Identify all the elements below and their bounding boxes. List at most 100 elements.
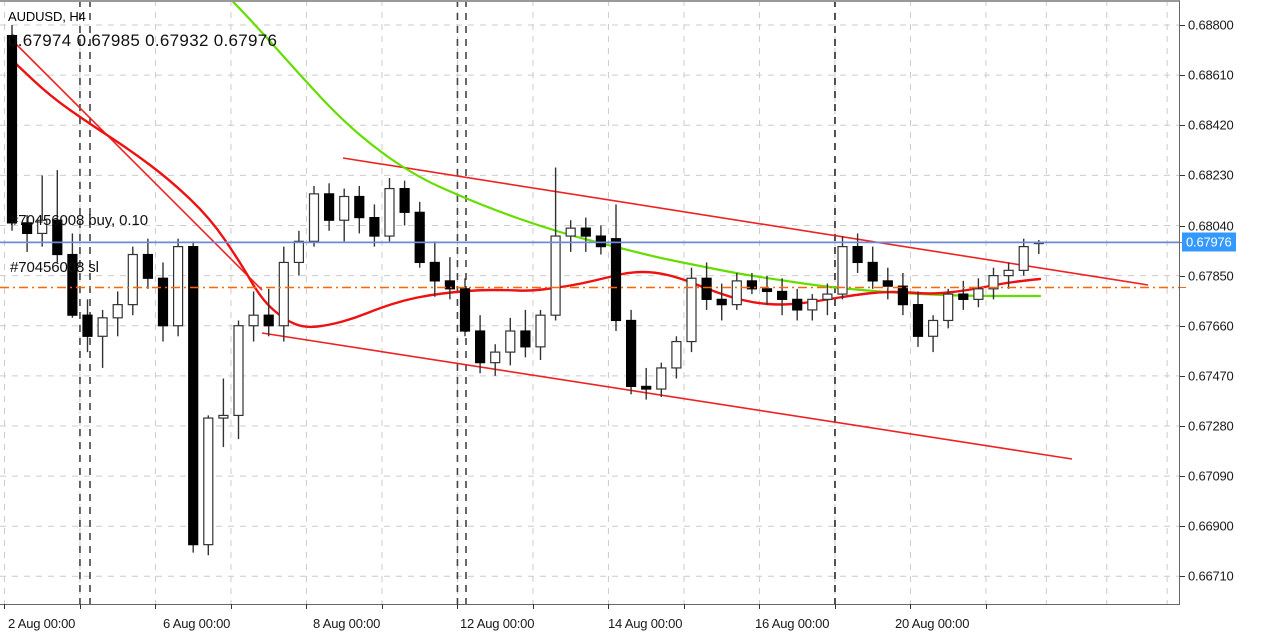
candlestick xyxy=(595,225,607,255)
candle-body-bullish xyxy=(203,417,214,546)
candlestick xyxy=(369,204,380,247)
candle-body-bearish xyxy=(354,195,365,219)
candle-body-bullish xyxy=(988,275,999,290)
candlestick xyxy=(308,185,320,247)
candlestick xyxy=(550,167,561,321)
candlestick xyxy=(822,283,833,316)
candle-body-bearish xyxy=(399,187,410,213)
price-tick-mark xyxy=(1180,275,1185,277)
price-tick-mark xyxy=(1180,25,1185,27)
time-tick-mark xyxy=(381,604,383,609)
price-tick-label: 0.67090 xyxy=(1188,468,1234,484)
candle-body-bullish xyxy=(837,246,848,295)
candle-body-bullish xyxy=(308,193,320,242)
current-price-badge[interactable]: 0.67976 xyxy=(1182,232,1236,252)
trade-entry-label[interactable]: #70456008 buy, 0.10 xyxy=(10,212,148,229)
time-tick-mark xyxy=(985,604,987,609)
candle-body-bearish xyxy=(882,280,893,287)
ohlc-quote-line: 0.67974 0.67985 0.67932 0.67976 xyxy=(8,31,278,50)
candle-body-bullish xyxy=(822,293,833,300)
candle-body-bearish xyxy=(429,261,440,282)
candlestick xyxy=(82,299,93,353)
price-tick-mark xyxy=(1180,125,1185,127)
candlestick xyxy=(263,288,274,337)
candle-body-bearish xyxy=(897,285,909,306)
candlestick xyxy=(565,220,576,252)
price-tick-mark xyxy=(1180,175,1185,177)
candle-body-bullish xyxy=(1003,269,1014,277)
chart-canvas xyxy=(0,0,1180,604)
trendline-upper-wedge[interactable] xyxy=(342,157,1149,286)
candle-body-bearish xyxy=(746,280,758,290)
candle-body-bearish xyxy=(776,290,788,300)
candle-body-bearish xyxy=(6,35,18,224)
candlestick xyxy=(882,267,893,300)
candlestick xyxy=(37,175,48,247)
candlestick xyxy=(429,241,440,297)
time-axis[interactable]: 2 Aug 00:00 6 Aug 00:00 8 Aug 00:00 12 Aug … xyxy=(0,604,1280,640)
candlestick xyxy=(339,188,350,242)
time-tick-mark xyxy=(4,604,6,609)
candle-body-bearish xyxy=(324,193,335,221)
candle-body-bearish xyxy=(52,219,63,256)
candle-body-bearish xyxy=(792,298,803,311)
trade-stoploss-label[interactable]: #70456008 sl xyxy=(10,259,99,276)
candlestick xyxy=(912,291,924,347)
price-tick-mark xyxy=(1180,325,1185,327)
time-axis-label: 16 Aug 00:00 xyxy=(755,616,830,631)
candlestick xyxy=(248,291,259,342)
candle-body-bearish xyxy=(912,304,924,337)
price-axis[interactable]: 0.68800 0.68610 0.68420 0.68230 0.68040 0.678… xyxy=(1180,0,1280,604)
candle-body-bullish xyxy=(490,351,501,364)
candlestick xyxy=(852,233,863,273)
candlestick xyxy=(67,233,78,318)
candlestick xyxy=(761,275,773,305)
candlestick xyxy=(399,180,410,226)
candle-body-bearish xyxy=(475,330,486,364)
trendline-lower-wedge[interactable] xyxy=(261,332,1073,460)
candle-body-bullish xyxy=(127,253,138,306)
time-tick-mark xyxy=(457,604,459,609)
price-tick-label: 0.68610 xyxy=(1188,67,1234,83)
candlestick xyxy=(505,317,516,366)
candle-body-bearish xyxy=(82,314,93,337)
level-tick-mark xyxy=(1180,287,1186,289)
candle-body-bullish xyxy=(807,298,818,311)
price-tick-label: 0.68040 xyxy=(1188,218,1234,233)
candlestick xyxy=(807,294,818,321)
candle-body-bearish xyxy=(852,246,863,264)
candlestick xyxy=(535,309,546,361)
candle-body-bearish xyxy=(958,293,969,300)
candle-body-bearish xyxy=(142,253,153,279)
candle-body-bullish xyxy=(248,314,259,327)
price-tick-mark xyxy=(1180,425,1185,427)
candle-body-bullish xyxy=(671,340,682,369)
moving-average-slow-green[interactable] xyxy=(222,0,1042,298)
candlestick xyxy=(641,367,652,400)
candlestick xyxy=(625,309,637,395)
time-tick-mark xyxy=(608,604,610,609)
candle-body-bearish xyxy=(157,277,169,327)
time-tick-mark xyxy=(532,604,534,609)
candlestick xyxy=(610,204,622,332)
candle-body-bullish xyxy=(218,414,229,419)
candlestick xyxy=(233,320,244,440)
price-tick-mark xyxy=(1180,476,1185,478)
time-axis-line xyxy=(0,604,1180,605)
candle-body-bullish xyxy=(535,314,546,348)
candlestick xyxy=(1003,262,1014,289)
price-tick-label: 0.66710 xyxy=(1188,568,1234,584)
price-tick-label: 0.67660 xyxy=(1188,318,1234,334)
trendline-descending-main[interactable] xyxy=(11,39,263,291)
candle-body-bullish xyxy=(278,261,289,327)
time-tick-mark xyxy=(79,604,81,609)
candle-body-bearish xyxy=(701,277,712,300)
price-tick-label: 0.66900 xyxy=(1188,518,1234,534)
candlestick xyxy=(897,272,909,316)
candlestick xyxy=(1018,238,1029,276)
chart-plot-area[interactable]: AUDUSD, H4 0.67974 0.67985 0.67932 0.679… xyxy=(0,0,1180,604)
candlestick xyxy=(278,246,289,342)
candlestick xyxy=(112,291,123,337)
time-tick-mark xyxy=(306,604,308,609)
candle-body-bearish xyxy=(761,288,773,293)
